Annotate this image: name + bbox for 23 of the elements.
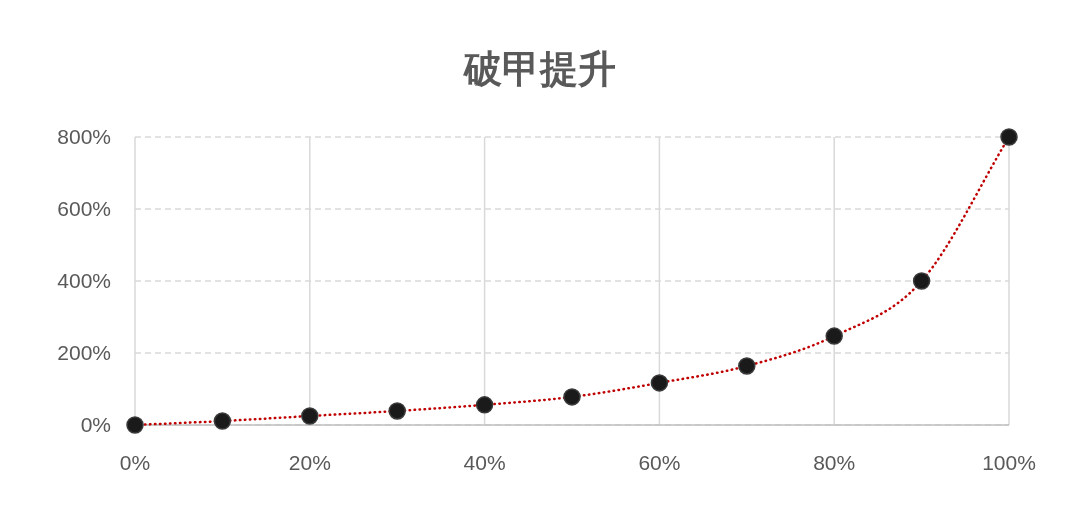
y-tick-label: 200% [57, 341, 111, 364]
y-tick-label: 400% [57, 269, 111, 292]
point [563, 388, 581, 406]
point [388, 402, 406, 420]
point [126, 416, 144, 434]
point [650, 374, 669, 392]
x-tick-label: 60% [638, 451, 681, 474]
y-tick-label: 0% [80, 413, 111, 436]
x-tick-label: 80% [813, 451, 856, 474]
x-tick-label: 100% [982, 451, 1036, 474]
point [213, 412, 232, 430]
chart-title: 破甲提升 [462, 48, 616, 90]
x-tick-label: 0% [119, 451, 151, 474]
point [1000, 128, 1018, 146]
y-tick-label: 800% [57, 125, 111, 148]
point [301, 407, 319, 425]
y-tick-label: 600% [57, 197, 111, 220]
x-tick-label: 40% [463, 451, 506, 474]
point [475, 396, 494, 414]
point [912, 272, 931, 290]
x-tick-label: 20% [288, 451, 331, 474]
point [738, 357, 756, 375]
point [825, 327, 843, 345]
